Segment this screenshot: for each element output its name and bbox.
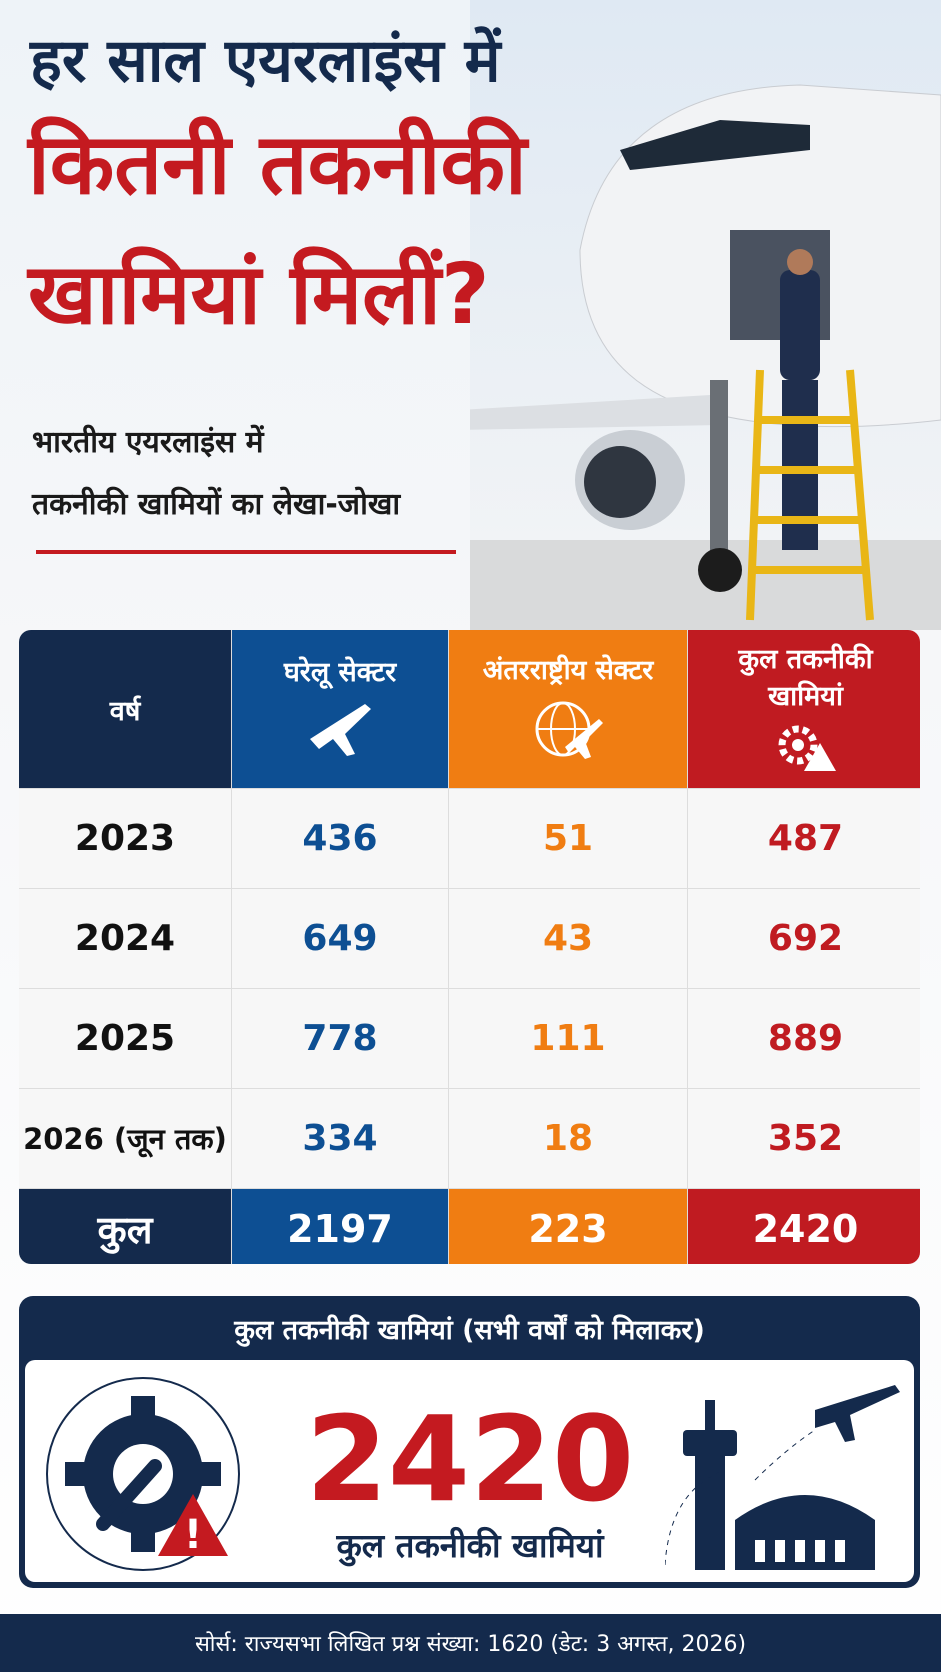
table-cell-text: 436 — [302, 818, 378, 859]
table-cell: 2025 — [19, 989, 231, 1088]
table-cell: 2024 — [19, 889, 231, 988]
column-header-text: अंतरराष्ट्रीय सेक्टर — [482, 655, 654, 686]
summary-body: ! 2420 कुल तकनीकी खामियां — [25, 1360, 914, 1582]
gear-icon: ! — [46, 1377, 240, 1571]
subtitle-line: भारतीय एयरलाइंस में — [32, 425, 264, 460]
subtitle-line: तकनीकी खामियों का लेखा-जोखा — [32, 487, 401, 522]
total-cell: 223 — [449, 1189, 687, 1264]
total-cell: कुल — [19, 1189, 231, 1264]
table-cell-text: 334 — [302, 1118, 378, 1159]
table-cell: 2026 (जून तक) — [19, 1089, 231, 1188]
table-cell-text: 889 — [767, 1018, 844, 1059]
title-line: खामियां मिलीं? — [28, 245, 490, 343]
divider — [36, 550, 456, 554]
total-cell-text: 2420 — [752, 1207, 859, 1251]
table-cell-text: 649 — [302, 918, 378, 959]
table-cell-text: 352 — [767, 1118, 844, 1159]
svg-text:!: ! — [184, 1512, 202, 1558]
column-header: घरेलू सेक्टर — [232, 630, 448, 788]
column-header: कुल तकनीकी खामियां — [688, 630, 920, 788]
table-cell-text: 111 — [530, 1018, 606, 1059]
table-cell-text: 2023 — [74, 818, 176, 859]
total-cell: 2420 — [688, 1189, 920, 1264]
table-cell-text: 51 — [542, 818, 594, 859]
table-cell: 778 — [232, 989, 448, 1088]
table-cell: 2023 — [19, 789, 231, 888]
data-table: वर्ष घरेलू सेक्टर अंतरराष्ट्रीय सेक्टर कुल … — [19, 630, 920, 1264]
table-cell: 487 — [688, 789, 920, 888]
summary-caption: कुल तकनीकी खामियां — [336, 1526, 604, 1565]
airport-icon — [665, 1385, 900, 1570]
total-cell: 2197 — [232, 1189, 448, 1264]
column-header: वर्ष — [19, 630, 231, 788]
column-header: अंतरराष्ट्रीय सेक्टर — [449, 630, 687, 788]
header-icon — [776, 723, 836, 780]
column-header-text: कुल तकनीकी खामियां — [738, 643, 873, 712]
table-cell-text: 692 — [767, 918, 844, 959]
total-cell-text: 223 — [528, 1207, 608, 1251]
source-bar: सोर्स: राज्यसभा लिखित प्रश्न संख्या: 162… — [0, 1614, 941, 1672]
header-icon — [305, 699, 375, 766]
table-cell-text: 2025 — [74, 1018, 176, 1059]
total-cell-text: 2197 — [287, 1207, 393, 1251]
table-cell-text: 778 — [302, 1018, 378, 1059]
title-line: कितनी तकनीकी — [28, 115, 527, 213]
table-cell-text: 2026 (जून तक) — [23, 1122, 227, 1156]
table-cell: 436 — [232, 789, 448, 888]
table-cell-text: 18 — [542, 1118, 594, 1159]
table-cell: 43 — [449, 889, 687, 988]
table-cell: 51 — [449, 789, 687, 888]
table-cell-text: 487 — [767, 818, 844, 859]
header-icon — [533, 697, 603, 768]
summary-heading: कुल तकनीकी खामियां (सभी वर्षों को मिलाकर… — [234, 1314, 705, 1346]
table-cell: 334 — [232, 1089, 448, 1188]
summary-value: 2420 — [305, 1390, 635, 1528]
airplane-illustration — [470, 0, 941, 630]
column-header-text: घरेलू सेक्टर — [283, 657, 397, 688]
table-cell-text: 2024 — [74, 918, 176, 959]
column-header-text: वर्ष — [109, 695, 141, 727]
table-cell: 692 — [688, 889, 920, 988]
table-cell: 18 — [449, 1089, 687, 1188]
table-cell: 649 — [232, 889, 448, 988]
table-cell: 352 — [688, 1089, 920, 1188]
table-cell: 889 — [688, 989, 920, 1088]
table-cell-text: 43 — [542, 918, 594, 959]
summary-box: कुल तकनीकी खामियां (सभी वर्षों को मिलाकर… — [19, 1296, 920, 1588]
title-line: हर साल एयरलाइंस में — [30, 26, 501, 96]
total-cell-text: कुल — [97, 1208, 153, 1252]
table-cell: 111 — [449, 989, 687, 1088]
